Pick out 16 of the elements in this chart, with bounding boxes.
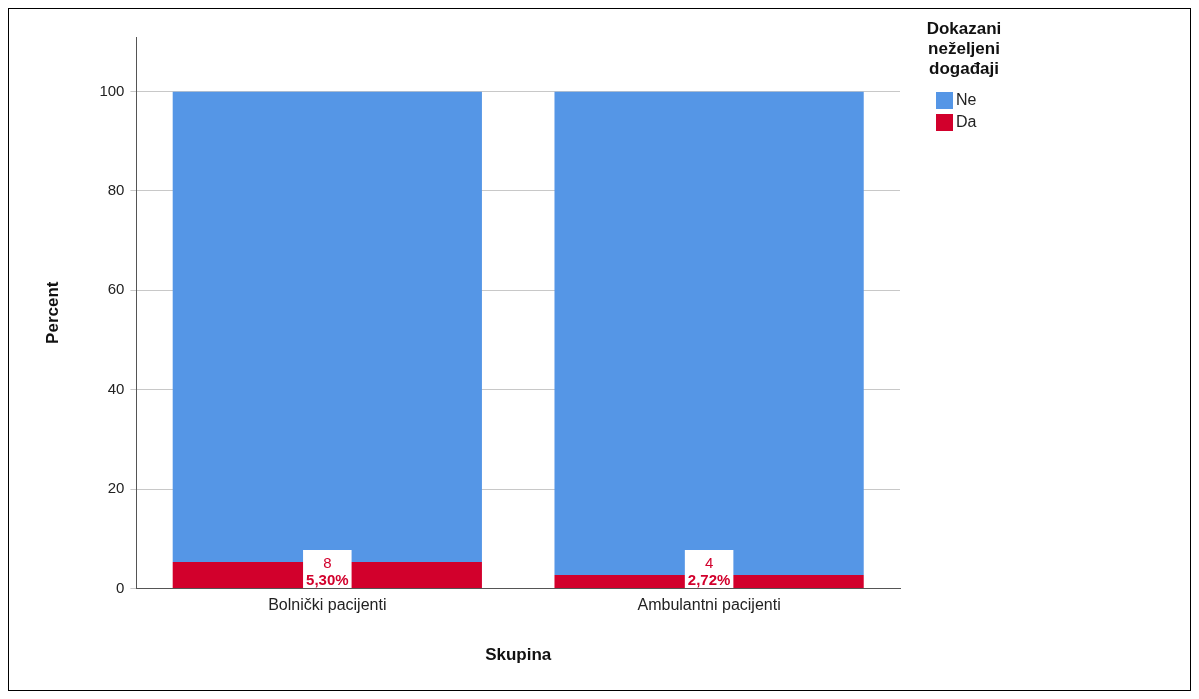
y-tick-label: 40 <box>107 379 125 397</box>
legend-title: Dokazani neželjeni događaji <box>925 19 1003 79</box>
data-label: 8 5,30% <box>306 553 349 588</box>
x-tick-label: Bolnički pacijenti <box>268 596 387 614</box>
y-tick-label: 100 <box>99 81 125 99</box>
legend-label: Da <box>956 113 977 131</box>
y-axis-title: Percent <box>42 281 62 344</box>
bar <box>554 91 864 575</box>
y-tick-label: 20 <box>107 479 125 497</box>
legend-label: Ne <box>956 91 977 109</box>
y-tick-label: 80 <box>107 181 125 199</box>
y-tick-label: 0 <box>116 578 125 596</box>
data-label: 4 2,72% <box>687 553 731 588</box>
x-axis-title: Skupina <box>485 645 552 665</box>
x-tick-label: Ambulantni pacijenti <box>637 596 781 614</box>
y-tick-label: 60 <box>107 280 125 298</box>
